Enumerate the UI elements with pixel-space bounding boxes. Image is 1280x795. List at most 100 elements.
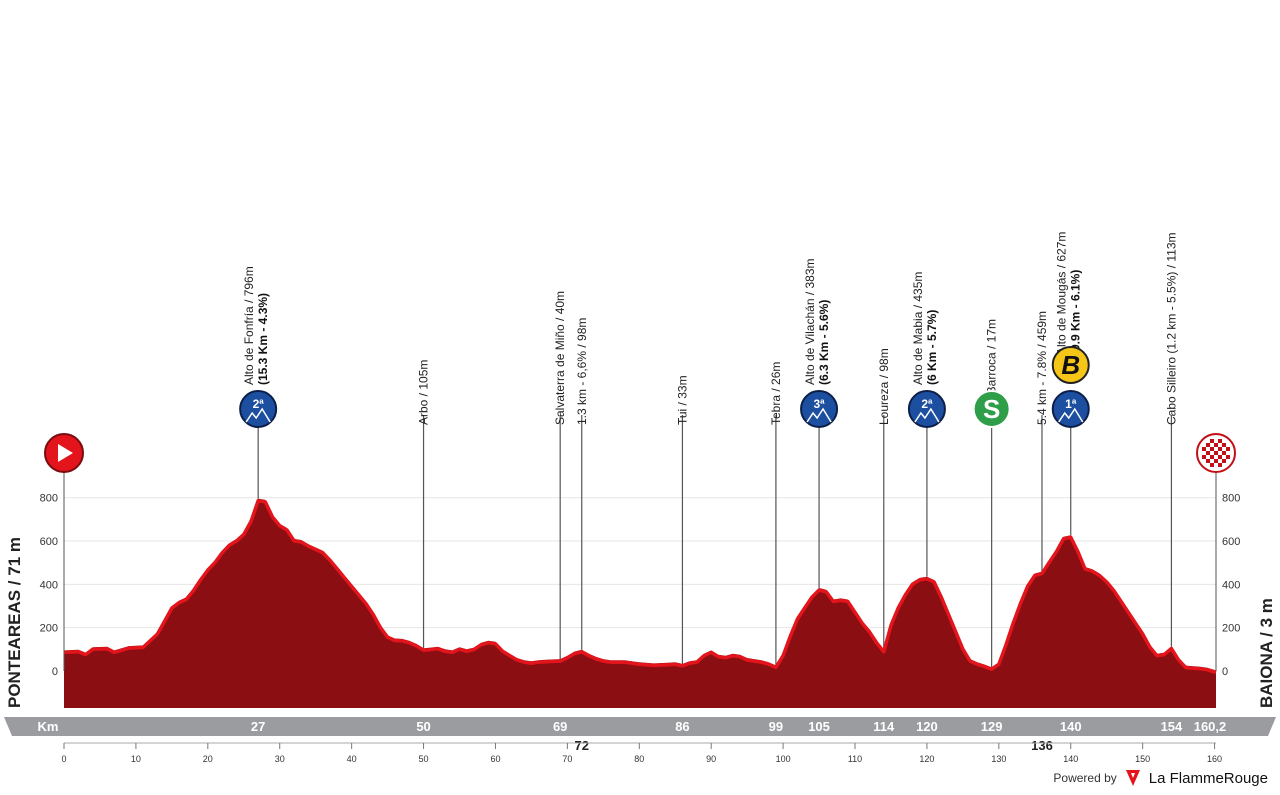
km-marker: 154 (1161, 719, 1183, 734)
start-location-label: PONTEAREAS / 71 m (5, 537, 24, 708)
start-flag-icon (44, 433, 84, 473)
finish-check (1218, 439, 1222, 443)
km-marker: 72 (575, 738, 589, 753)
finish-check (1202, 447, 1206, 451)
waypoint-label: Tebra / 26m (769, 362, 783, 425)
finish-check (1222, 459, 1226, 463)
climb-category-label: 2ª (253, 397, 265, 411)
sprint-badge-circle (972, 390, 1011, 428)
elevation-tick-right: 600 (1222, 536, 1240, 548)
km-marker: 136 (1031, 738, 1053, 753)
bonus-badge-circle (1051, 346, 1090, 384)
finish-check (1226, 455, 1230, 459)
km-marker: 160,2 (1194, 719, 1227, 734)
finish-check (1218, 455, 1222, 459)
waypoint-label: Alto de Mougás / 627m (1055, 232, 1069, 355)
elevation-tick-right: 800 (1222, 493, 1240, 505)
cat-1-climb-icon: 1ª (1051, 390, 1090, 428)
waypoint-label: Arbo / 105m (417, 360, 431, 425)
waypoint-label: Alto de Mabia / 435m (911, 272, 925, 385)
km-marker: 129 (981, 719, 1003, 734)
waypoint-badges: 2ª 3ª 2ª S 1ª B (239, 346, 1090, 428)
mountain-glyph (806, 407, 832, 423)
cat-2-climb-icon: 2ª (239, 390, 278, 428)
finish-check (1214, 443, 1218, 447)
finish-check (1214, 451, 1218, 455)
waypoint-climb-detail: (9.9 Km - 6.1%) (1069, 270, 1083, 355)
km-bar-background (4, 717, 1276, 736)
km-marker: 27 (251, 719, 265, 734)
waypoint-labels: Alto de Fonfría / 796m (15.3 Km - 4.3%) Ar… (242, 232, 1178, 425)
elevation-tick-left: 0 (52, 666, 58, 678)
finish-check (1226, 447, 1230, 451)
distance-tick-label: 110 (848, 754, 862, 764)
waypoint-label: Alto de Vilachán / 383m (803, 258, 817, 385)
finish-check (1210, 439, 1214, 443)
elevation-tick-right: 0 (1222, 666, 1228, 678)
finish-location-label: BAIONA / 3 m (1257, 598, 1276, 708)
finish-check (1210, 463, 1214, 467)
km-unit-label: Km (38, 719, 59, 734)
waypoint-label: 5.4 km - 7.8% / 459m (1035, 311, 1049, 425)
start-finish: PONTEAREAS / 71 m BAIONA / 3 m (5, 433, 1276, 708)
km-marker: 105 (808, 719, 830, 734)
finish-check (1206, 451, 1210, 455)
distance-tick-label: 50 (419, 754, 429, 764)
elevation-tick-left: 600 (40, 536, 58, 548)
climb-category-label: 1ª (1065, 397, 1077, 411)
distance-tick-label: 20 (203, 754, 213, 764)
distance-tick-label: 70 (562, 754, 572, 764)
waypoint-label: Alto de Fonfría / 796m (242, 266, 256, 385)
elevation-tick-right: 200 (1222, 623, 1240, 635)
cat-2-climb-icon: 2ª (907, 390, 946, 428)
waypoint-label: Tui / 33m (675, 375, 689, 425)
finish-check (1202, 455, 1206, 459)
waypoint-label: Salvaterra de Miño / 40m (553, 291, 567, 425)
km-marker: 99 (769, 719, 783, 734)
finish-check (1210, 455, 1214, 459)
km-marker: 140 (1060, 719, 1082, 734)
waypoint-label: Cabo Silleiro (1.2 km - 5.5%) / 113m (1164, 232, 1178, 425)
mountain-glyph (1058, 407, 1084, 423)
powered-by-text: Powered by (1053, 771, 1117, 785)
powered-by-footer: Powered by La FlammeRouge (1053, 769, 1268, 787)
distance-tick-label: 130 (991, 754, 1006, 764)
finish-check (1222, 451, 1226, 455)
brand-name: La FlammeRouge (1148, 769, 1268, 787)
elevation-profile (63, 498, 1217, 708)
climb-category-label: 3ª (813, 397, 825, 411)
mountain-glyph (245, 407, 271, 423)
km-marker: 69 (553, 719, 567, 734)
km-marker: 114 (873, 719, 895, 734)
bonus-badge-letter: B (1061, 350, 1080, 380)
distance-tick-label: 150 (1135, 754, 1150, 764)
distance-tick-label: 30 (275, 754, 285, 764)
waypoint-climb-detail: (6 Km - 5.7%) (925, 310, 939, 385)
sprint-badge-letter: S (983, 394, 1000, 424)
elevation-tick-left: 800 (40, 493, 58, 505)
distance-tick-label: 120 (919, 754, 934, 764)
distance-tick-label: 0 (61, 754, 66, 764)
waypoint-lines (257, 415, 1173, 668)
km-bar: Km 27 50 69 72 86 99 105 114 120 129 136 140 154 160,2 (4, 717, 1276, 753)
distance-tick-label: 90 (706, 754, 716, 764)
distance-tick-label: 160 (1207, 754, 1222, 764)
profile-fill (64, 498, 1216, 708)
finish-check (1214, 459, 1218, 463)
distance-tick-label: 40 (347, 754, 357, 764)
finish-check (1218, 463, 1222, 467)
waypoint-label: 1.3 km - 6,6% / 98m (575, 318, 589, 425)
finish-check (1222, 443, 1226, 447)
distance-tick-label: 140 (1063, 754, 1078, 764)
flamme-rouge-logo-icon (1125, 770, 1140, 786)
elevation-tick-left: 200 (40, 623, 58, 635)
finish-check (1206, 459, 1210, 463)
cat-3-climb-icon: 3ª (800, 390, 839, 428)
waypoint-climb-detail: (15.3 Km - 4.3%) (256, 293, 270, 385)
finish-check (1218, 447, 1222, 451)
distance-axis: 0 10 20 30 40 50 60 70 80 90 100 110 120 130 140 150 160 (61, 742, 1222, 764)
waypoint-label: Loureza / 98m (877, 348, 891, 425)
waypoint-label: A Barroca / 17m (985, 319, 999, 405)
km-marker: 86 (675, 719, 689, 734)
